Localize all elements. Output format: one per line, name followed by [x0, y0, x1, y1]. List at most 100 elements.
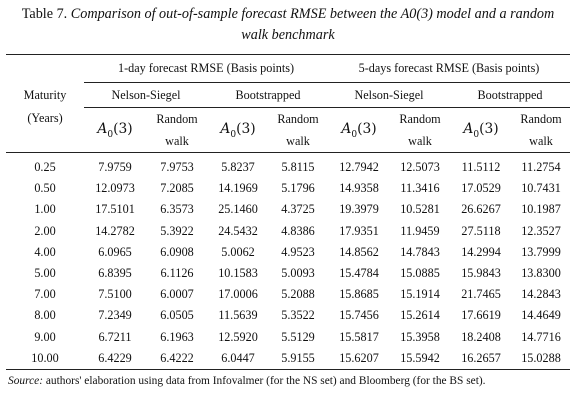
rmse-cell: 11.5639 [218, 308, 258, 323]
rmse-cell: 12.5073 [400, 160, 440, 175]
header-model-a03: A0(3) [450, 107, 512, 153]
rmse-cell: 15.5817 [339, 329, 379, 344]
rmse-cell: 12.7942 [339, 160, 379, 175]
table-row: 8.00 7.2349 6.0505 11.5639 5.3522 15.7456 15.2… [6, 305, 570, 326]
header-rw-line1: Random [277, 111, 319, 126]
table-row: 10.00 6.4229 6.4222 6.0447 5.9155 15.6207 15.5… [6, 347, 570, 370]
rmse-cell: 7.9759 [98, 160, 132, 175]
rmse-cell: 10.1987 [521, 202, 561, 217]
rmse-cell: 7.2349 [98, 308, 132, 323]
rmse-cell: 5.3922 [160, 223, 194, 238]
rmse-cell: 6.4229 [84, 347, 146, 370]
rmse-cell: 12.0973 [95, 181, 135, 196]
rmse-cell: 17.5101 [95, 202, 135, 217]
header-maturity: Maturity [23, 87, 67, 102]
header-rw-line1: Random [520, 111, 562, 126]
header-model-a03: A0(3) [328, 107, 390, 153]
header-rw-line2: walk [268, 130, 328, 153]
rmse-cell: 5.2088 [281, 287, 315, 302]
header-sub-ns-5day: Nelson-Siegel [328, 82, 450, 108]
table-title: Comparison of out-of-sample forecast RMS… [70, 6, 555, 43]
maturity-cell: 8.00 [34, 308, 56, 323]
rmse-cell: 6.0908 [160, 244, 194, 259]
rmse-cell: 14.7716 [521, 329, 561, 344]
header-rw-line2: walk [390, 130, 450, 153]
maturity-cell: 4.00 [34, 244, 56, 259]
rmse-cell: 5.5129 [281, 329, 315, 344]
rmse-cell: 14.7843 [400, 244, 440, 259]
header-rw-line1: Random [156, 111, 198, 126]
rmse-cell: 11.5112 [461, 160, 501, 175]
rmse-cell: 10.5281 [400, 202, 440, 217]
rmse-cell: 6.4222 [146, 347, 208, 370]
rmse-cell: 19.3979 [339, 202, 379, 217]
rmse-cell: 11.9459 [400, 223, 440, 238]
rmse-cell: 13.7999 [521, 244, 561, 259]
rmse-cell: 14.2782 [95, 223, 135, 238]
rmse-cell: 15.5942 [390, 347, 450, 370]
rmse-cell: 4.9523 [281, 244, 315, 259]
rmse-cell: 12.3527 [521, 223, 561, 238]
rmse-cell: 27.5118 [461, 223, 501, 238]
maturity-cell: 1.00 [34, 202, 56, 217]
header-model-a03: A0(3) [208, 107, 268, 153]
rmse-cell: 11.3416 [400, 181, 440, 196]
table-row: 4.00 6.0965 6.0908 5.0062 4.9523 14.8562 14.78… [6, 242, 570, 263]
rmse-cell: 14.8562 [339, 244, 379, 259]
header-rw-line1: Random [399, 111, 441, 126]
rmse-table: 1-day forecast RMSE (Basis points) 5-day… [6, 54, 570, 370]
header-sub-ns-1day: Nelson-Siegel [84, 82, 208, 108]
rmse-cell: 5.9155 [268, 347, 328, 370]
rmse-cell: 21.7465 [461, 287, 501, 302]
rmse-cell: 14.2843 [521, 287, 561, 302]
rmse-cell: 17.0529 [461, 181, 501, 196]
header-rw-line2: walk [146, 130, 208, 153]
maturity-cell: 2.00 [34, 223, 56, 238]
rmse-cell: 15.3958 [400, 329, 440, 344]
header-sub-bs-5day: Bootstrapped [450, 82, 570, 108]
rmse-cell: 24.5432 [218, 223, 258, 238]
rmse-cell: 5.1796 [281, 181, 315, 196]
rmse-cell: 15.8685 [339, 287, 379, 302]
table-row: 5.00 6.8395 6.1126 10.1583 5.0093 15.4784 15.0… [6, 263, 570, 284]
table-number: Table 7. [21, 6, 68, 22]
table-row: 0.50 12.0973 7.2085 14.1969 5.1796 14.9358 11.… [6, 178, 570, 199]
rmse-cell: 6.0447 [208, 347, 268, 370]
rmse-cell: 26.6267 [461, 202, 501, 217]
rmse-cell: 17.6619 [461, 308, 501, 323]
rmse-cell: 6.1126 [160, 266, 194, 281]
rmse-cell: 7.2085 [160, 181, 194, 196]
header-maturity-unit: (Years) [27, 111, 63, 126]
rmse-cell: 6.0007 [160, 287, 194, 302]
maturity-cell: 10.00 [6, 347, 84, 370]
rmse-cell: 15.6207 [328, 347, 390, 370]
rmse-cell: 6.8395 [98, 266, 132, 281]
maturity-cell: 0.50 [34, 181, 56, 196]
table-row: 0.25 7.9759 7.9753 5.8237 5.8115 12.7942 12.50… [6, 157, 570, 178]
rmse-cell: 7.9753 [160, 160, 194, 175]
table-source-note: Source: authors' elaboration using data … [6, 375, 570, 387]
rmse-cell: 13.8300 [521, 266, 561, 281]
rmse-cell: 4.3725 [281, 202, 315, 217]
rmse-cell: 6.1963 [160, 329, 194, 344]
header-rw-line2: walk [512, 130, 570, 153]
rmse-cell: 15.7456 [339, 308, 379, 323]
rmse-cell: 5.0062 [221, 244, 255, 259]
rmse-cell: 17.0006 [218, 287, 258, 302]
rmse-cell: 15.0288 [512, 347, 570, 370]
rmse-cell: 6.7211 [98, 329, 132, 344]
rmse-cell: 10.1583 [218, 266, 258, 281]
table-row: 9.00 6.7211 6.1963 12.5920 5.5129 15.5817 15.3… [6, 327, 570, 348]
rmse-cell: 11.2754 [521, 160, 561, 175]
rmse-cell: 16.2657 [450, 347, 512, 370]
rmse-cell: 5.8115 [281, 160, 315, 175]
rmse-cell: 14.9358 [339, 181, 379, 196]
rmse-cell: 5.8237 [221, 160, 255, 175]
rmse-cell: 6.0965 [98, 244, 132, 259]
rmse-cell: 14.2994 [461, 244, 501, 259]
rmse-cell: 15.1914 [400, 287, 440, 302]
rmse-cell: 14.1969 [218, 181, 258, 196]
header-group-1day: 1-day forecast RMSE (Basis points) [84, 54, 328, 83]
rmse-cell: 15.2614 [400, 308, 440, 323]
